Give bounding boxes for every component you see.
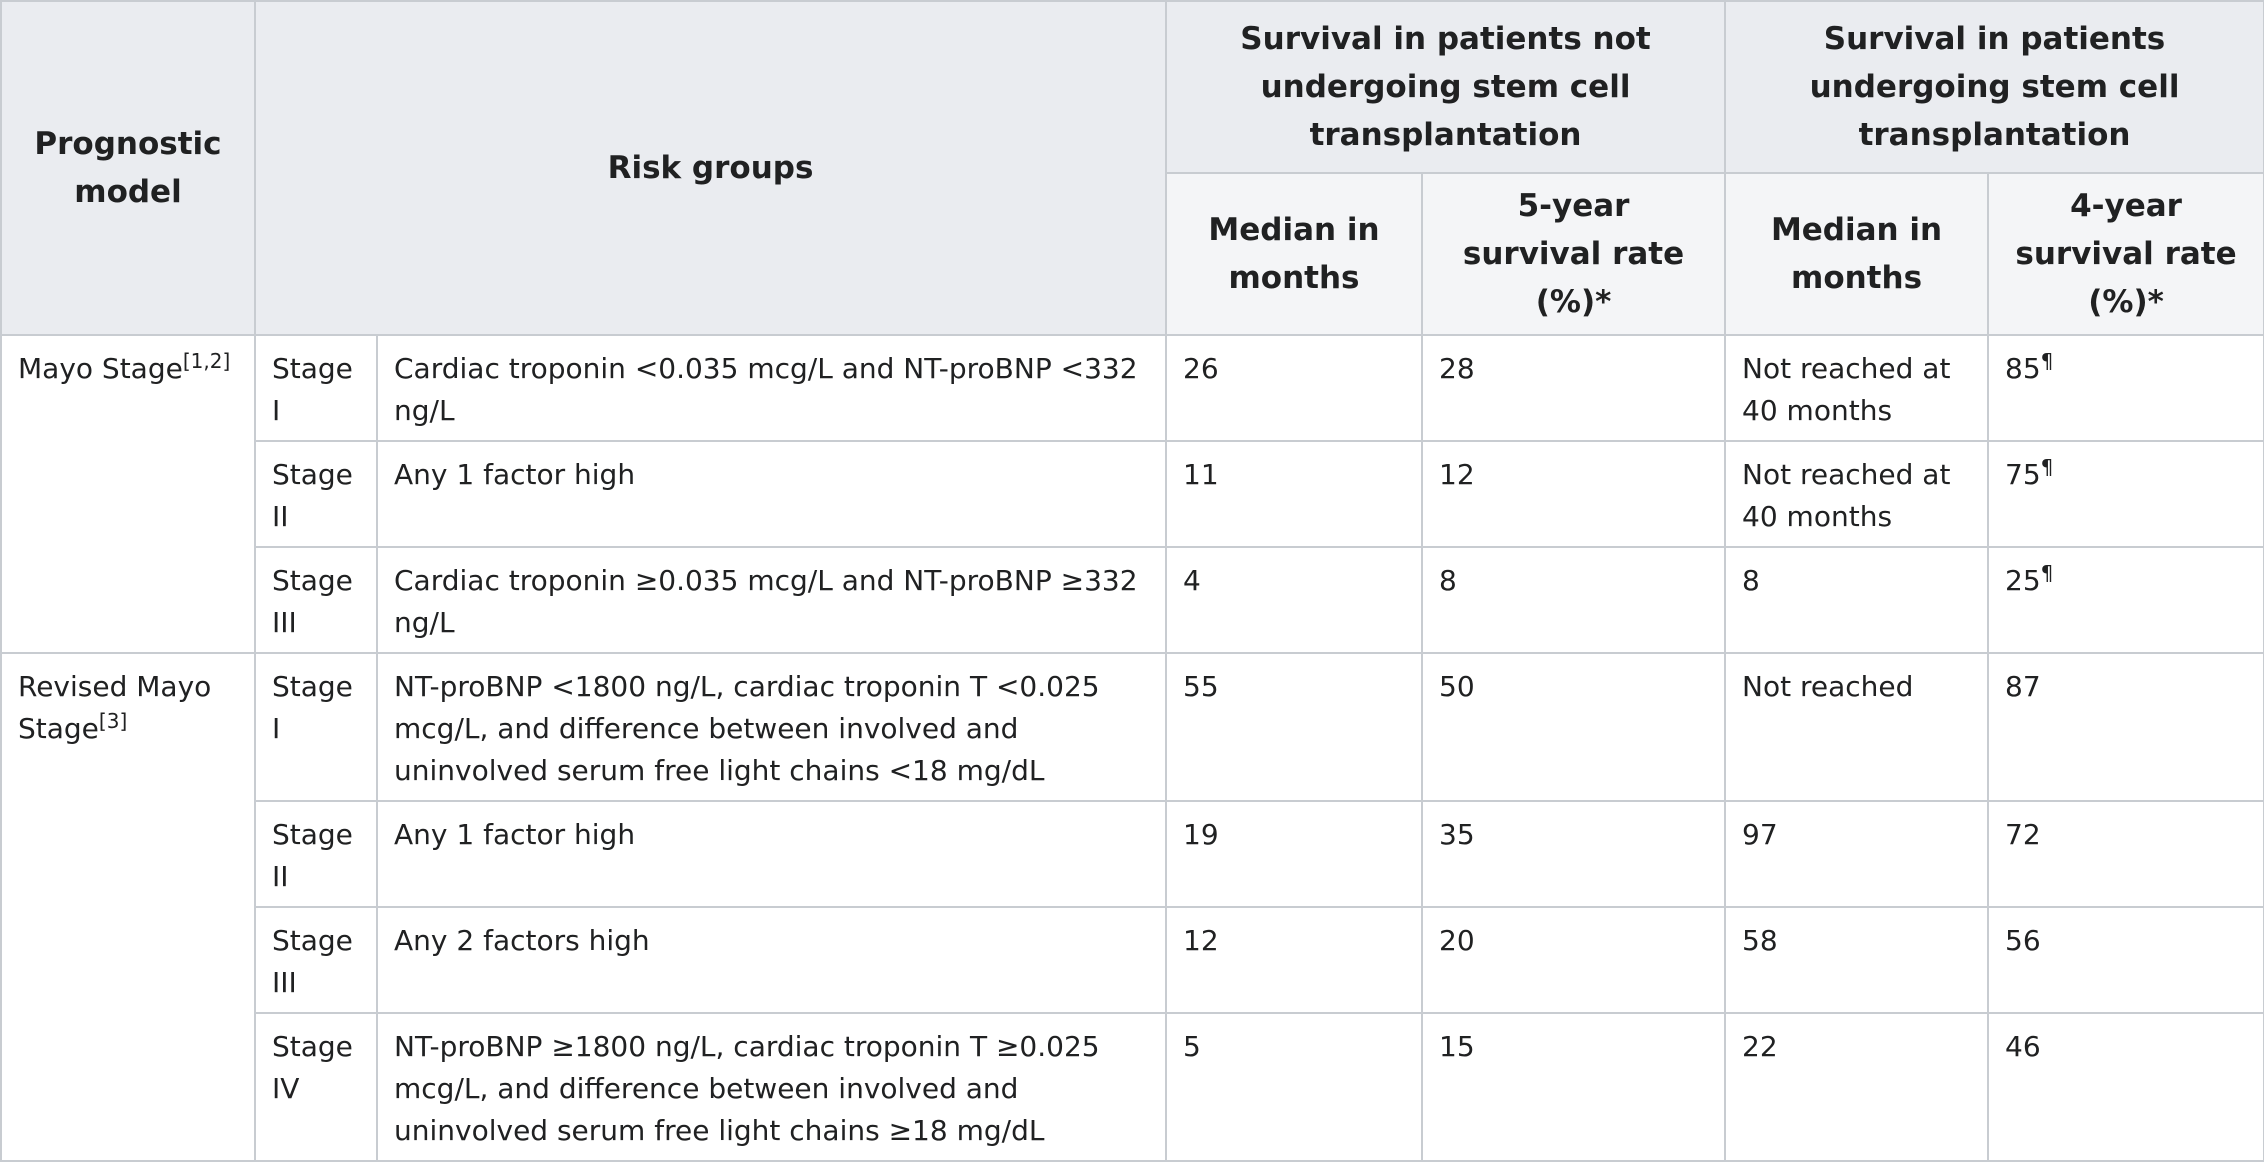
four-year-rate-cell: 56 — [1987, 906, 2264, 1014]
median-undergoing-cell: Not reached — [1724, 652, 1990, 802]
criteria-cell: NT-proBNP ≥1800 ng/L, cardiac troponin T… — [375, 1012, 1168, 1162]
table-row: Mayo Stage[1,2] Stage I Cardiac troponin… — [0, 334, 2264, 654]
criteria-cell: Cardiac troponin <0.035 mcg/L and NT-pro… — [375, 334, 1168, 442]
median-undergoing-cell: Not reached at 40 months — [1724, 440, 1990, 548]
median-not-undergoing-cell: 11 — [1165, 440, 1424, 548]
five-year-rate-cell: 8 — [1421, 546, 1727, 654]
table-row: Revised Mayo Stage[3] Stage I NT-proBNP … — [0, 652, 2264, 1162]
footnote-mark: ¶ — [2040, 349, 2054, 373]
header-row-sub: Median in months 5-year survival rate (%… — [1, 172, 2264, 336]
four-year-rate-cell: 46 — [1987, 1012, 2264, 1162]
median-undergoing-cell: 22 — [1724, 1012, 1990, 1162]
citation-link[interactable]: [1,2] — [182, 349, 231, 373]
citation-link[interactable]: [3] — [98, 709, 128, 733]
four-year-rate-cell: 75¶ — [1987, 440, 2264, 548]
five-year-rate-cell: 50 — [1421, 652, 1727, 802]
header-not-undergoing-transplant: Survival in patients not undergoing stem… — [1165, 0, 1727, 174]
criteria-cell: Cardiac troponin ≥0.035 mcg/L and NT-pro… — [375, 546, 1168, 654]
model-cell-revised-mayo: Revised Mayo Stage[3] — [0, 652, 256, 1162]
stage-cell: Stage II — [254, 440, 378, 548]
table-row: Stage III Any 2 factors high 12 20 58 56 — [1, 906, 2264, 1014]
median-undergoing-cell: 8 — [1724, 546, 1990, 654]
criteria-cell: Any 2 factors high — [375, 906, 1168, 1014]
median-not-undergoing-cell: 26 — [1165, 334, 1424, 442]
four-year-rate-value: 85 — [2005, 352, 2041, 385]
model-name: Revised Mayo Stage — [18, 670, 212, 745]
five-year-rate-cell: 15 — [1421, 1012, 1727, 1162]
model-cell-mayo: Mayo Stage[1,2] — [0, 334, 256, 654]
five-year-rate-cell: 12 — [1421, 440, 1727, 548]
median-undergoing-cell: 97 — [1724, 800, 1990, 908]
median-not-undergoing-cell: 19 — [1165, 800, 1424, 908]
header-undergoing-transplant: Survival in patients undergoing stem cel… — [1724, 0, 2264, 174]
table-row: Stage III Cardiac troponin ≥0.035 mcg/L … — [1, 546, 2264, 654]
four-year-rate-cell: 72 — [1987, 800, 2264, 908]
model-name: Mayo Stage — [18, 352, 183, 385]
header-median-not-undergoing: Median in months — [1165, 172, 1424, 336]
table-row: Stage II Any 1 factor high 19 35 97 72 — [1, 800, 2264, 908]
header-risk-groups: Risk groups — [253, 0, 1168, 336]
table-row: Stage II Any 1 factor high 11 12 Not rea… — [1, 440, 2264, 548]
median-not-undergoing-cell: 5 — [1165, 1012, 1424, 1162]
header-row-top: Prognostic model Risk groups Survival in… — [0, 0, 2264, 336]
median-undergoing-cell: 58 — [1724, 906, 1990, 1014]
criteria-cell: NT-proBNP <1800 ng/L, cardiac troponin T… — [375, 652, 1168, 802]
header-4-year-survival: 4-year survival rate (%)* — [1987, 172, 2264, 336]
five-year-rate-cell: 28 — [1421, 334, 1727, 442]
four-year-rate-cell: 25¶ — [1987, 546, 2264, 654]
stage-cell: Stage III — [254, 546, 378, 654]
four-year-rate-value: 25 — [2005, 564, 2041, 597]
four-year-rate-value: 75 — [2005, 458, 2041, 491]
header-median-undergoing: Median in months — [1724, 172, 1990, 336]
stage-cell: Stage I — [254, 652, 378, 802]
stage-cell: Stage II — [254, 800, 378, 908]
median-not-undergoing-cell: 4 — [1165, 546, 1424, 654]
header-prognostic-model: Prognostic model — [0, 0, 256, 336]
median-not-undergoing-cell: 55 — [1165, 652, 1424, 802]
five-year-rate-cell: 20 — [1421, 906, 1727, 1014]
footnote-mark: ¶ — [2040, 455, 2054, 479]
stage-cell: Stage IV — [254, 1012, 378, 1162]
median-not-undergoing-cell: 12 — [1165, 906, 1424, 1014]
criteria-cell: Any 1 factor high — [375, 440, 1168, 548]
median-undergoing-cell: Not reached at 40 months — [1724, 334, 1990, 442]
header-5-year-survival: 5-year survival rate (%)* — [1421, 172, 1727, 336]
five-year-rate-cell: 35 — [1421, 800, 1727, 908]
four-year-rate-cell: 87 — [1987, 652, 2264, 802]
stage-cell: Stage III — [254, 906, 378, 1014]
stage-cell: Stage I — [254, 334, 378, 442]
footnote-mark: ¶ — [2040, 561, 2054, 585]
four-year-rate-cell: 85¶ — [1987, 334, 2264, 442]
criteria-cell: Any 1 factor high — [375, 800, 1168, 908]
table-row: Stage IV NT-proBNP ≥1800 ng/L, cardiac t… — [1, 1012, 2264, 1162]
